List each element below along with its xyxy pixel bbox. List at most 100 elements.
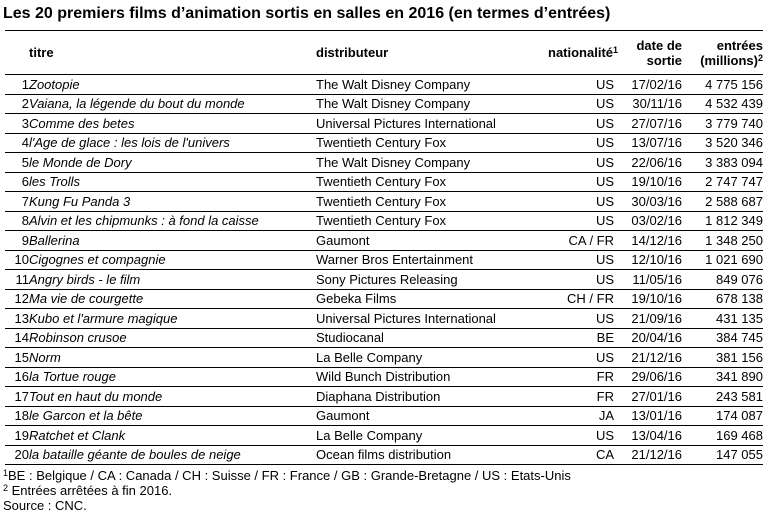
film-entries: 431 135 xyxy=(682,308,763,329)
film-nationality: US xyxy=(548,425,614,446)
table-row: 15 Norm La Belle Company US 21/12/16 381… xyxy=(5,347,763,368)
table-row: 18 le Garcon et la bête Gaumont JA 13/01… xyxy=(5,406,763,426)
header-date-sortie: date de sortie xyxy=(614,30,682,75)
film-rank: 20 xyxy=(5,445,29,465)
film-distributor: Twentieth Century Fox xyxy=(316,211,548,231)
film-distributor: Studiocanal xyxy=(316,328,548,348)
film-title: Alvin et les chipmunks : à fond la caiss… xyxy=(29,211,316,231)
page-title: Les 20 premiers films d’animation sortis… xyxy=(3,5,611,22)
film-release-date: 27/07/16 xyxy=(614,113,682,134)
film-release-date: 22/06/16 xyxy=(614,152,682,173)
film-distributor: Universal Pictures International xyxy=(316,113,548,134)
film-release-date: 21/09/16 xyxy=(614,308,682,329)
film-rank: 15 xyxy=(5,347,29,368)
header-rank xyxy=(5,30,29,75)
header-entrees-footnote-ref: 2 xyxy=(757,52,763,63)
table-row: 3 Comme des betes Universal Pictures Int… xyxy=(5,113,763,134)
table-row: 10 Cigognes et compagnie Warner Bros Ent… xyxy=(5,250,763,270)
film-rank: 9 xyxy=(5,230,29,251)
header-distributeur: distributeur xyxy=(316,30,548,75)
film-title: Kubo et l'armure magique xyxy=(29,308,316,329)
film-entries: 3 779 740 xyxy=(682,113,763,134)
header-nationalite: nationalité1 xyxy=(548,30,618,75)
films-table-body: 1 Zootopie The Walt Disney Company US 17… xyxy=(5,74,763,465)
table-row: 6 les Trolls Twentieth Century Fox US 19… xyxy=(5,172,763,192)
film-title: l'Age de glace : les lois de l'univers xyxy=(29,133,316,153)
film-nationality: US xyxy=(548,152,614,173)
table-row: 5 le Monde de Dory The Walt Disney Compa… xyxy=(5,152,763,173)
header-entrees: entrées (millions)2 xyxy=(682,30,763,75)
film-nationality: CA xyxy=(548,445,614,465)
film-entries: 243 581 xyxy=(682,386,763,407)
film-rank: 2 xyxy=(5,94,29,114)
film-rank: 12 xyxy=(5,289,29,309)
table-row: 1 Zootopie The Walt Disney Company US 17… xyxy=(5,74,763,95)
film-distributor: Gaumont xyxy=(316,230,548,251)
films-table: titre distributeur nationalité1 date de … xyxy=(5,30,763,465)
film-nationality: BE xyxy=(548,328,614,348)
header-nationalite-footnote-ref: 1 xyxy=(613,45,619,55)
film-title: les Trolls xyxy=(29,172,316,192)
film-title: Angry birds - le film xyxy=(29,269,316,290)
film-title: Norm xyxy=(29,347,316,368)
film-release-date: 17/02/16 xyxy=(614,74,682,95)
film-distributor: Ocean films distribution xyxy=(316,445,548,465)
film-release-date: 14/12/16 xyxy=(614,230,682,251)
film-title: la bataille géante de boules de neige xyxy=(29,445,316,465)
film-release-date: 29/06/16 xyxy=(614,367,682,387)
film-entries: 341 890 xyxy=(682,367,763,387)
film-distributor: Twentieth Century Fox xyxy=(316,191,548,212)
film-nationality: US xyxy=(548,94,614,114)
film-distributor: Twentieth Century Fox xyxy=(316,133,548,153)
table-row: 20 la bataille géante de boules de neige… xyxy=(5,445,763,465)
film-title: Ma vie de courgette xyxy=(29,289,316,309)
film-distributor: The Walt Disney Company xyxy=(316,152,548,173)
film-rank: 4 xyxy=(5,133,29,153)
film-entries: 169 468 xyxy=(682,425,763,446)
film-rank: 11 xyxy=(5,269,29,290)
film-release-date: 12/10/16 xyxy=(614,250,682,270)
film-entries: 3 383 094 xyxy=(682,152,763,173)
film-title: le Monde de Dory xyxy=(29,152,316,173)
film-rank: 1 xyxy=(5,74,29,95)
film-release-date: 30/11/16 xyxy=(614,94,682,114)
film-entries: 2 588 687 xyxy=(682,191,763,212)
footnote-1-marker: 1 xyxy=(3,468,9,478)
film-release-date: 19/10/16 xyxy=(614,172,682,192)
film-nationality: JA xyxy=(548,406,614,426)
film-rank: 10 xyxy=(5,250,29,270)
film-nationality: FR xyxy=(548,386,614,407)
table-row: 16 la Tortue rouge Wild Bunch Distributi… xyxy=(5,367,763,387)
film-entries: 147 055 xyxy=(682,445,763,465)
film-release-date: 21/12/16 xyxy=(614,347,682,368)
table-row: 9 Ballerina Gaumont CA / FR 14/12/16 1 3… xyxy=(5,230,763,251)
film-release-date: 19/10/16 xyxy=(614,289,682,309)
film-rank: 6 xyxy=(5,172,29,192)
footnote-nationality: 1BE : Belgique / CA : Canada / CH : Suis… xyxy=(3,468,768,483)
film-entries: 2 747 747 xyxy=(682,172,763,192)
film-release-date: 20/04/16 xyxy=(614,328,682,348)
header-nationalite-label: nationalité xyxy=(548,45,614,60)
film-rank: 5 xyxy=(5,152,29,173)
film-release-date: 13/01/16 xyxy=(614,406,682,426)
film-rank: 7 xyxy=(5,191,29,212)
film-title: Vaiana, la légende du bout du monde xyxy=(29,94,316,114)
header-titre: titre xyxy=(29,30,316,75)
table-row: 11 Angry birds - le film Sony Pictures R… xyxy=(5,269,763,290)
film-rank: 18 xyxy=(5,406,29,426)
film-release-date: 03/02/16 xyxy=(614,211,682,231)
film-nationality: US xyxy=(548,308,614,329)
film-title: la Tortue rouge xyxy=(29,367,316,387)
film-rank: 13 xyxy=(5,308,29,329)
film-rank: 19 xyxy=(5,425,29,446)
table-row: 13 Kubo et l'armure magique Universal Pi… xyxy=(5,308,763,329)
film-distributor: Warner Bros Entertainment xyxy=(316,250,548,270)
film-nationality: US xyxy=(548,269,614,290)
film-distributor: Wild Bunch Distribution xyxy=(316,367,548,387)
film-entries: 849 076 xyxy=(682,269,763,290)
film-nationality: US xyxy=(548,74,614,95)
table-row: 12 Ma vie de courgette Gebeka Films CH /… xyxy=(5,289,763,309)
film-entries: 381 156 xyxy=(682,347,763,368)
film-title: Zootopie xyxy=(29,74,316,95)
